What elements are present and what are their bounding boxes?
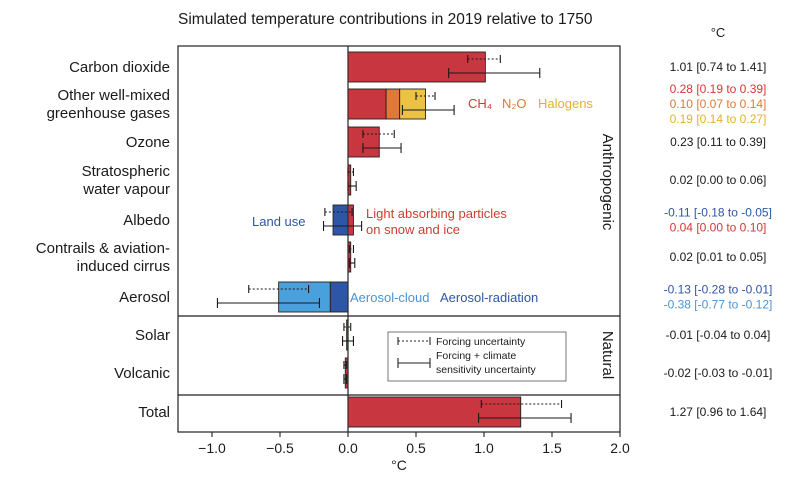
row-label: Other well-mixed (57, 87, 170, 104)
inline-label-lap-1: Light absorbing particles (366, 206, 507, 221)
error-bar-forcing (343, 361, 348, 369)
row-labels: Carbon dioxide Other well-mixedgreenhouse… (36, 59, 171, 421)
x-tick-label: 1.5 (542, 440, 562, 456)
error-bar-forcing (362, 130, 395, 138)
unit-label: °C (711, 25, 726, 40)
inline-label-aerosol-cloud: Aerosol-cloud (350, 290, 430, 305)
row-label: Aerosol (119, 289, 170, 306)
error-bar-forcing (348, 245, 354, 253)
row-label: Volcanic (114, 365, 170, 382)
value-label: -0.11 [-0.18 to -0.05] (664, 206, 772, 220)
error-bar-total (342, 336, 354, 346)
inline-label-ch4: CH₄ (468, 96, 492, 111)
legend-total-key (397, 358, 431, 368)
value-label: -0.01 [-0.04 to 0.04] (666, 328, 771, 342)
value-label: -0.38 [-0.77 to -0.12] (664, 298, 773, 312)
error-bar-forcing (324, 208, 353, 216)
value-label: 0.10 [0.07 to 0.14] (670, 97, 767, 111)
inline-label-lap-2: on snow and ice (366, 222, 460, 237)
row-label: Ozone (126, 134, 170, 151)
row-label: greenhouse gases (47, 105, 170, 122)
legend-total-label-1: Forcing + climate (436, 350, 516, 362)
row-label: Albedo (123, 212, 170, 229)
bar-segment (347, 241, 352, 273)
row-label: Carbon dioxide (69, 59, 170, 76)
group-label-anthropogenic: Anthropogenic (599, 134, 616, 231)
value-label: -0.13 [-0.28 to -0.01] (664, 283, 773, 297)
row-label: Stratospheric (82, 163, 171, 180)
x-tick-label: 1.0 (474, 440, 494, 456)
error-bar-forcing (343, 323, 352, 331)
legend-forcing-key (397, 337, 431, 345)
row-label: induced cirrus (77, 258, 170, 275)
bar-segment (346, 319, 349, 351)
error-bar-forcing (480, 400, 563, 408)
error-bar-forcing (415, 92, 436, 100)
xlabel: °C (391, 457, 407, 473)
bar-segment (278, 281, 331, 313)
bars (216, 51, 572, 428)
x-tick-label: 0.0 (338, 440, 358, 456)
value-label: 1.27 [0.96 to 1.64] (670, 405, 767, 419)
value-labels: 1.01 [0.74 to 1.41]0.28 [0.19 to 0.39]0.… (664, 60, 773, 419)
bar-segment (329, 281, 349, 313)
x-tick-label: −1.0 (198, 440, 226, 456)
row-label: Contrails & aviation- (36, 240, 170, 257)
legend: Forcing uncertainty Forcing + climate se… (387, 331, 567, 382)
bar-segment (344, 357, 349, 389)
inline-labels: CH₄ N₂O Halogens Land use Light absorbing pa… (252, 96, 593, 305)
bar-segment (347, 204, 354, 236)
error-bar-forcing (467, 55, 501, 63)
inline-label-halogens: Halogens (538, 96, 593, 111)
value-label: 0.28 [0.19 to 0.39] (670, 82, 767, 96)
bar-segment (347, 88, 387, 120)
inline-label-land-use: Land use (252, 214, 306, 229)
error-bar-total (347, 181, 357, 191)
value-label: 0.02 [0.00 to 0.06] (670, 173, 767, 187)
bar-segment (332, 204, 349, 236)
error-bar-total (322, 221, 363, 231)
x-tick-label: 2.0 (610, 440, 630, 456)
bar-segment (347, 164, 352, 196)
error-bar-total (448, 68, 541, 78)
row-label: water vapour (82, 181, 170, 198)
bar-segment (385, 88, 401, 120)
value-label: 0.02 [0.01 to 0.05] (670, 250, 767, 264)
error-bar-total (362, 143, 402, 153)
x-tick-label: −0.5 (266, 440, 294, 456)
inline-label-aerosol-radiation: Aerosol-radiation (440, 290, 538, 305)
error-bar-total (216, 298, 320, 308)
error-bar-forcing (248, 285, 310, 293)
x-axis: −1.0 −0.5 0.0 0.5 1.0 1.5 2.0 (198, 432, 630, 456)
plot-frame (177, 45, 621, 433)
error-bar-total (348, 258, 356, 268)
group-label-natural: Natural (599, 331, 616, 379)
bar-segment (399, 88, 426, 120)
value-label: -0.02 [-0.03 to -0.01] (664, 366, 773, 380)
row-label: Total (138, 404, 170, 421)
value-label: 0.19 [0.14 to 0.27] (670, 112, 767, 126)
chart-title: Simulated temperature contributions in 2… (178, 11, 593, 28)
bar-segment (347, 126, 380, 158)
bar-segment (347, 51, 486, 83)
x-tick-label: 0.5 (406, 440, 426, 456)
legend-total-label-2: sensitivity uncertainty (436, 364, 537, 376)
error-bar-forcing (347, 168, 354, 176)
value-label: 0.23 [0.11 to 0.39] (670, 135, 766, 149)
inline-label-n2o: N₂O (502, 96, 527, 111)
legend-forcing-label: Forcing uncertainty (436, 336, 526, 348)
bar-segment (347, 396, 522, 428)
error-bar-total (401, 105, 455, 115)
error-bar-total (343, 374, 348, 384)
error-bar-total (478, 413, 572, 423)
value-label: 0.04 [0.00 to 0.10] (670, 221, 767, 235)
value-label: 1.01 [0.74 to 1.41] (670, 60, 767, 74)
row-label: Solar (135, 327, 170, 344)
